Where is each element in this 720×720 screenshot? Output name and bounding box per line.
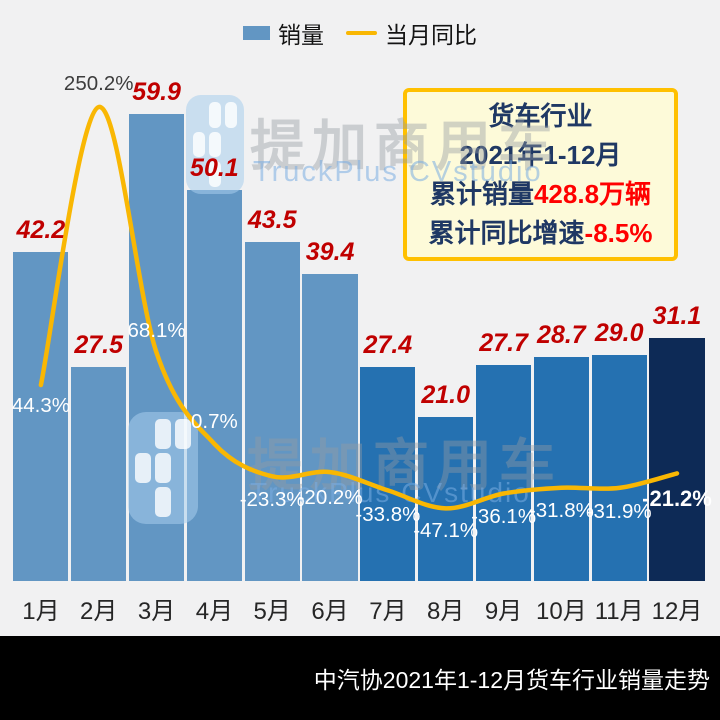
footer-caption: 中汽协2021年1-12月货车行业销量走势 bbox=[313, 667, 710, 693]
yoy-value-label-12月: -21.2% bbox=[642, 486, 712, 512]
month-label-4月: 4月 bbox=[195, 598, 234, 625]
month-label-11月: 11月 bbox=[594, 598, 644, 625]
month-label-12月: 12月 bbox=[651, 598, 703, 625]
month-label-3月: 3月 bbox=[137, 598, 176, 625]
yoy-value-label-2月: 250.2% bbox=[63, 72, 134, 95]
summary-cumulative-yoy: 累计同比增速-8.5% bbox=[428, 217, 653, 248]
yoy-value-label-10月: -31.8% bbox=[528, 498, 594, 522]
sales-value-label-7月: 27.4 bbox=[363, 331, 413, 360]
yoy-value-label-5月: -23.3% bbox=[239, 488, 305, 512]
sales-value-label-12月: 31.1 bbox=[652, 302, 702, 331]
yoy-value-label-11月: -31.9% bbox=[586, 499, 652, 523]
yoy-legend-label: 当月同比 bbox=[385, 22, 477, 48]
sales-bar-4月 bbox=[186, 190, 242, 581]
sales-value-label-10月: 28.7 bbox=[537, 321, 586, 350]
sales-legend-swatch-icon bbox=[243, 26, 270, 40]
sales-value-label-5月: 43.5 bbox=[247, 205, 297, 234]
sales-value-label-8月: 21.0 bbox=[421, 381, 471, 410]
yoy-value-label-3月: 68.1% bbox=[127, 318, 186, 342]
month-label-1月: 1月 bbox=[22, 598, 60, 625]
watermark-brand-en: TruckPlus CVstudio bbox=[253, 156, 543, 188]
month-label-5月: 5月 bbox=[253, 598, 291, 625]
month-label-2月: 2月 bbox=[80, 598, 118, 625]
sales-value-label-4月: 50.1 bbox=[190, 154, 239, 183]
yoy-value-label-6月: -20.2% bbox=[297, 486, 363, 510]
sales-value-label-9月: 27.7 bbox=[479, 328, 528, 357]
month-label-8月: 8月 bbox=[427, 598, 465, 625]
sales-value-label-2月: 27.5 bbox=[74, 330, 124, 359]
yoy-value-label-8月: -47.1% bbox=[413, 519, 479, 543]
sales-value-label-6月: 39.4 bbox=[305, 237, 355, 266]
yoy-value-label-9月: -36.1% bbox=[471, 504, 537, 528]
sales-bar-5月 bbox=[244, 241, 300, 581]
legend: 销量 当月同比 bbox=[0, 16, 720, 50]
sales-value-label-11月: 29.0 bbox=[594, 318, 644, 347]
month-label-10月: 10月 bbox=[536, 598, 587, 625]
footer-bar: 中汽协2021年1-12月货车行业销量走势 bbox=[0, 636, 720, 720]
month-label-6月: 6月 bbox=[311, 598, 349, 625]
yoy-value-label-4月: 0.7% bbox=[191, 409, 238, 433]
sales-value-label-1月: 42.2 bbox=[16, 215, 66, 244]
yoy-value-label-7月: -33.8% bbox=[355, 503, 421, 527]
brand-logo-icon bbox=[128, 412, 198, 524]
sales-bar-12月 bbox=[649, 338, 705, 581]
month-label-9月: 9月 bbox=[484, 598, 523, 625]
sales-value-label-3月: 59.9 bbox=[132, 77, 181, 106]
sales-bar-11月 bbox=[591, 354, 647, 581]
yoy-value-label-1月: 44.3% bbox=[11, 394, 70, 417]
month-label-7月: 7月 bbox=[369, 598, 407, 625]
yoy-legend-line-icon bbox=[346, 31, 377, 35]
sales-legend-label: 销量 bbox=[278, 22, 324, 48]
sales-bar-2月 bbox=[71, 366, 127, 581]
